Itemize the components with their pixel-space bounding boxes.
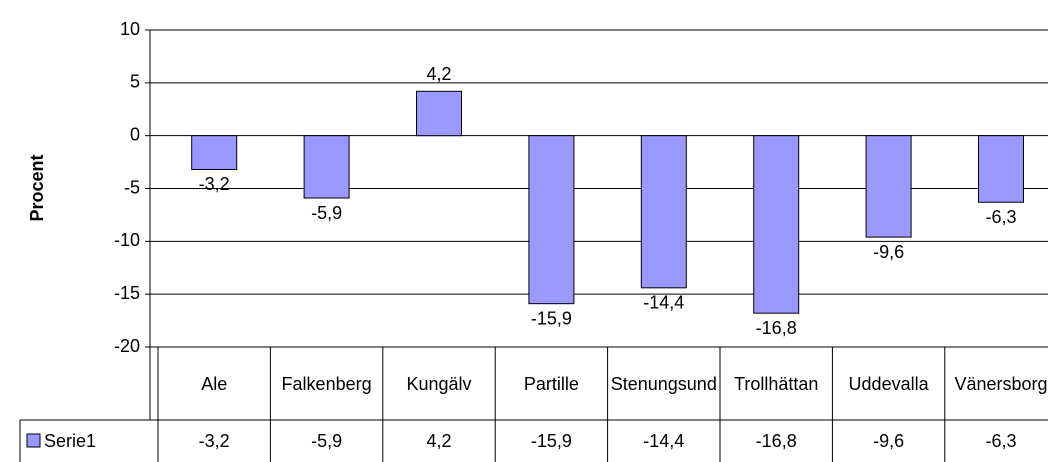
table-value: -9,6 (873, 431, 904, 451)
data-label: -14,4 (643, 293, 684, 313)
data-label: -5,9 (311, 203, 342, 223)
x-tick-label: Vänersborg (954, 373, 1048, 394)
x-tick-label: Uddevalla (848, 373, 929, 394)
y-tick-label: 5 (130, 72, 140, 92)
data-label: -15,9 (531, 308, 572, 328)
x-tick-label: Partille (523, 373, 579, 394)
x-tick-label: Stenungsund (610, 373, 717, 394)
data-label: -9,6 (873, 242, 904, 262)
bar (753, 135, 800, 314)
bar (528, 135, 575, 305)
x-tick-label: Ale (201, 373, 228, 394)
bar (191, 135, 238, 170)
y-tick-label: -10 (114, 230, 140, 250)
table-value: -14,4 (643, 431, 684, 451)
x-tick-label: Kungälv (406, 373, 472, 394)
bar (416, 90, 462, 137)
y-axis-label: Procent (27, 154, 47, 221)
y-tick-label: -5 (124, 177, 140, 197)
data-label: -3,2 (199, 174, 230, 194)
x-tick-label: Falkenberg (281, 373, 372, 394)
y-tick-label: -15 (114, 283, 140, 303)
bar (303, 135, 350, 199)
table-value: -5,9 (311, 431, 342, 451)
data-label: -16,8 (756, 318, 797, 338)
y-tick-label: 10 (120, 19, 140, 39)
table-value: -15,9 (531, 431, 572, 451)
y-tick-label: -20 (114, 336, 140, 356)
x-tick-label: Trollhättan (734, 373, 819, 394)
bar (640, 135, 687, 289)
data-label: -6,3 (985, 207, 1016, 227)
legend-label: Serie1 (44, 431, 96, 451)
table-value: 4,2 (426, 431, 451, 451)
bar (865, 135, 912, 238)
table-value: -6,3 (985, 431, 1016, 451)
table-value: -3,2 (199, 431, 230, 451)
table-value: -16,8 (756, 431, 797, 451)
y-tick-label: 0 (130, 124, 140, 144)
legend-swatch (26, 433, 41, 448)
bar (978, 135, 1024, 203)
data-label: 4,2 (426, 64, 451, 84)
